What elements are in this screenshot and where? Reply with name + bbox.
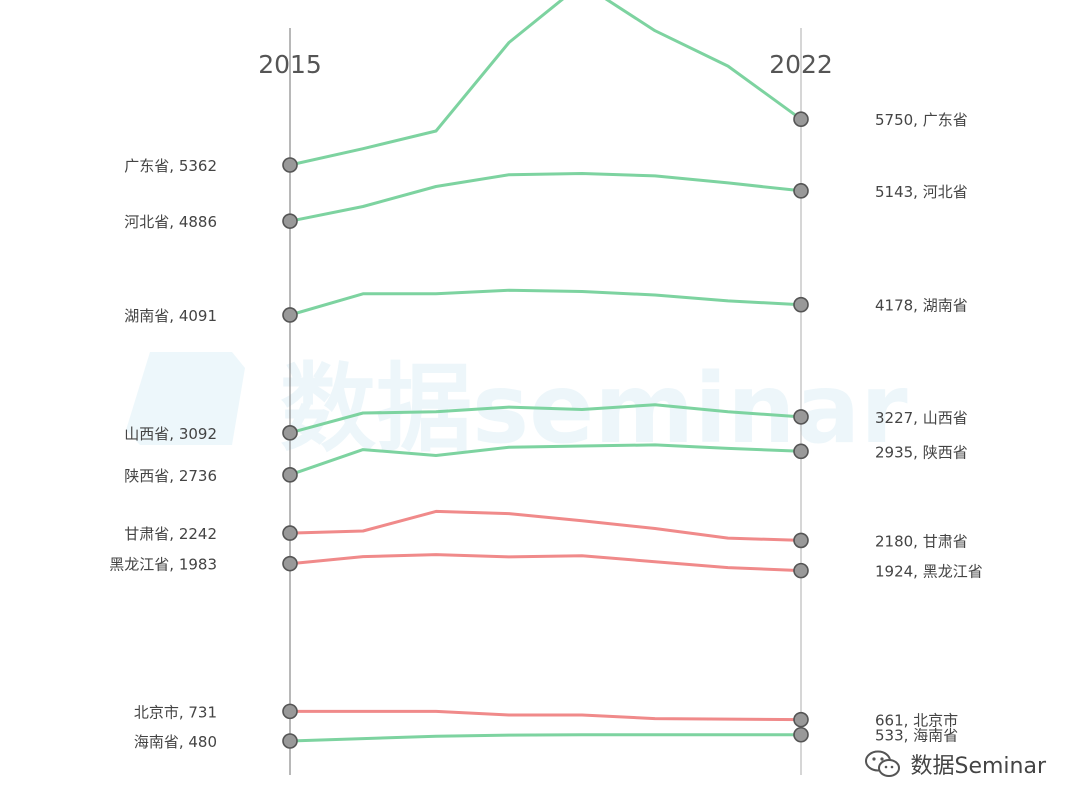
start-label-3: 山西省, 3092: [124, 425, 217, 443]
series-line-6: [289, 553, 802, 573]
end-marker-3: [793, 409, 809, 425]
start-label-7: 北京市, 731: [134, 703, 217, 721]
series-line-3: [289, 403, 802, 435]
end-label-1: 5143, 河北省: [875, 183, 968, 201]
series-lines: [289, 0, 802, 743]
year-label-start: 2015: [258, 50, 322, 79]
end-marker-6: [793, 562, 809, 579]
start-marker-4: [282, 467, 298, 483]
end-label-4: 2935, 陕西省: [875, 443, 968, 461]
end-label-3: 3227, 山西省: [875, 409, 968, 427]
start-marker-6: [282, 555, 298, 572]
start-marker-8: [282, 733, 298, 749]
end-label-6: 1924, 黑龙江省: [875, 563, 983, 581]
start-marker-1: [282, 213, 298, 229]
end-marker-7: [793, 711, 809, 728]
series-markers: [282, 111, 809, 749]
start-label-4: 陕西省, 2736: [124, 467, 217, 485]
series-line-5: [289, 509, 802, 542]
start-marker-0: [282, 157, 298, 173]
series-line-0: [289, 0, 802, 167]
year-label-end: 2022: [769, 50, 833, 79]
series-line-4: [289, 443, 802, 477]
series-line-7: [290, 709, 802, 722]
end-marker-2: [793, 296, 809, 313]
start-label-2: 湖南省, 4091: [124, 307, 217, 325]
series-line-2: [289, 288, 802, 317]
end-label-8: 533, 海南省: [875, 727, 958, 745]
start-marker-2: [282, 307, 298, 323]
start-label-1: 河北省, 4886: [124, 213, 217, 231]
end-label-2: 4178, 湖南省: [875, 297, 968, 315]
wechat-icon: [865, 750, 901, 777]
end-label-5: 2180, 甘肃省: [875, 532, 968, 550]
end-marker-0: [793, 111, 809, 128]
start-marker-3: [282, 425, 298, 441]
brand-text: 数据Seminar: [910, 754, 1046, 779]
start-marker-5: [282, 525, 298, 541]
end-marker-1: [793, 183, 809, 199]
end-marker-4: [793, 443, 809, 460]
series-line-1: [289, 172, 802, 223]
brand: 数据Seminar: [864, 748, 1046, 780]
end-label-0: 5750, 广东省: [875, 111, 968, 129]
end-label-7: 661, 北京市: [875, 712, 958, 730]
end-marker-8: [793, 726, 809, 743]
series-line-8: [289, 733, 801, 743]
end-marker-5: [793, 532, 809, 549]
start-label-6: 黑龙江省, 1983: [109, 556, 217, 574]
start-marker-7: [282, 703, 298, 720]
start-label-5: 甘肃省, 2242: [124, 525, 217, 543]
start-label-8: 海南省, 480: [134, 733, 217, 751]
start-label-0: 广东省, 5362: [124, 157, 217, 175]
